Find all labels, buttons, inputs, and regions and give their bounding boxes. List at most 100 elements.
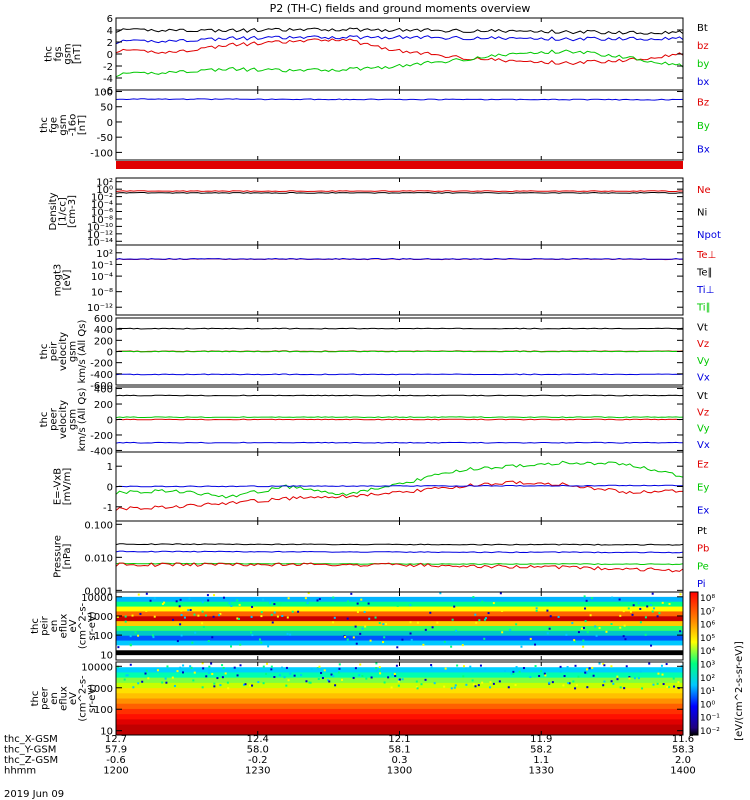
spectrogram-speck — [492, 682, 495, 685]
spectrogram-speck — [179, 666, 182, 669]
spectrogram-speck — [656, 682, 659, 685]
y-axis-label: thc — [30, 618, 41, 634]
spectrogram-speck — [188, 597, 191, 600]
y-axis-label: eV — [68, 692, 79, 705]
spectrogram-speck — [251, 605, 254, 608]
legend-Te∥: Te∥ — [696, 267, 713, 278]
spectrogram-speck — [145, 609, 148, 612]
spectrogram-speck — [590, 597, 593, 600]
spectrogram-speck — [346, 617, 349, 620]
spectrogram-speck — [430, 664, 433, 667]
spectrogram-speck — [439, 592, 442, 595]
spectrogram-speck — [583, 595, 586, 598]
spectrogram-speck — [587, 601, 590, 604]
series-line-Ti⊥ — [116, 257, 683, 260]
spectrogram-speck — [152, 636, 155, 639]
spectrogram-speck — [529, 637, 532, 640]
spectrogram-speck — [187, 609, 190, 612]
spectrogram-speck — [211, 672, 214, 675]
legend-Vy: Vy — [697, 356, 710, 367]
footer-value: -0.6 — [106, 755, 126, 766]
spectrogram-speck — [276, 615, 279, 618]
spectrogram-speck — [639, 621, 642, 624]
spectrogram-speck — [387, 676, 390, 679]
y-axis-label: thc — [44, 46, 55, 62]
y-tick-label: 1 — [107, 462, 113, 473]
spectrogram-speck — [397, 680, 400, 683]
spectrogram-speck — [637, 602, 640, 605]
y-tick-label: 0 — [107, 348, 113, 359]
spectrogram-speck — [453, 605, 456, 608]
spectrogram-speck — [337, 671, 340, 674]
spectrogram-speck — [222, 596, 225, 599]
legend-Ni: Ni — [697, 208, 707, 219]
y-tick-label: -100 — [90, 148, 113, 159]
spectrogram-speck — [273, 603, 276, 606]
spectrogram-speck — [391, 673, 394, 676]
y-axis-label: [eV] — [62, 270, 73, 291]
spectrogram-speck — [239, 664, 242, 667]
spectrogram-speck — [139, 612, 142, 615]
spectrogram-speck — [409, 632, 412, 635]
spectrogram-speck — [504, 670, 507, 672]
spectrogram-speck — [361, 627, 364, 630]
red-band — [116, 161, 683, 169]
spectrogram-speck — [512, 672, 515, 675]
spectrogram-speck — [535, 609, 538, 612]
y-axis-label: (cm^2-s- — [78, 602, 89, 649]
y-axis-label: (cm^2-s- — [78, 675, 89, 722]
spectrogram-speck — [610, 665, 613, 668]
spectrogram-speck — [145, 669, 148, 672]
spectrogram-speck — [575, 684, 578, 687]
colorbar-tick: 10⁵ — [700, 634, 715, 644]
spectrogram-speck — [318, 598, 321, 601]
spectrogram-speck — [361, 675, 364, 678]
spectrogram-speck — [309, 681, 312, 684]
footer-date: 2019 Jun 09 — [4, 789, 64, 800]
series-line-Vz — [116, 418, 683, 421]
spectrogram-speck — [475, 621, 478, 624]
spectrogram-speck — [360, 598, 363, 601]
colorbar-tick: 10⁻¹ — [700, 714, 720, 724]
spectrogram-speck — [233, 666, 236, 669]
spectrogram-band — [116, 714, 683, 720]
spectrogram-speck — [661, 601, 664, 604]
spectrogram-speck — [474, 685, 477, 688]
spectrogram-speck — [548, 627, 551, 630]
spectrogram-speck — [332, 621, 335, 624]
spectrogram-speck — [667, 686, 670, 689]
spectrogram-speck — [131, 614, 134, 617]
legend-bx: bx — [697, 77, 709, 88]
footer-value: 1300 — [387, 766, 412, 777]
spectrogram-speck — [258, 638, 261, 641]
spectrogram-speck — [238, 603, 241, 606]
spectrogram-speck — [629, 610, 632, 613]
spectrogram-speck — [239, 643, 242, 646]
spectrogram-speck — [350, 592, 353, 595]
spectrogram-speck — [116, 615, 119, 618]
y-axis-label: mogt3 — [53, 264, 64, 297]
spectrogram-speck — [334, 684, 337, 687]
spectrogram-speck — [156, 669, 159, 672]
spectrogram-speck — [384, 623, 387, 626]
spectrogram-speck — [651, 592, 654, 595]
spectrogram-speck — [279, 602, 282, 605]
legend-Vt: Vt — [697, 391, 708, 402]
spectrogram-speck — [650, 644, 653, 647]
legend-Pt: Pt — [697, 526, 707, 537]
spectrogram-speck — [161, 602, 164, 605]
footer-value: -0.2 — [248, 755, 268, 766]
spectrogram-speck — [433, 682, 436, 685]
y-axis-label: eV — [68, 619, 79, 632]
spectrogram-speck — [591, 666, 594, 669]
spectrogram-speck — [202, 625, 205, 628]
spectrogram-speck — [465, 683, 468, 686]
spectrogram-speck — [228, 602, 231, 605]
spectrogram-speck — [283, 676, 286, 679]
y-axis-label: velocity — [58, 332, 69, 371]
y-axis-label: E=-VxB — [53, 468, 64, 505]
spectrogram-speck — [262, 598, 265, 601]
legend-Vy: Vy — [697, 424, 710, 435]
legend-Vt: Vt — [697, 322, 708, 333]
